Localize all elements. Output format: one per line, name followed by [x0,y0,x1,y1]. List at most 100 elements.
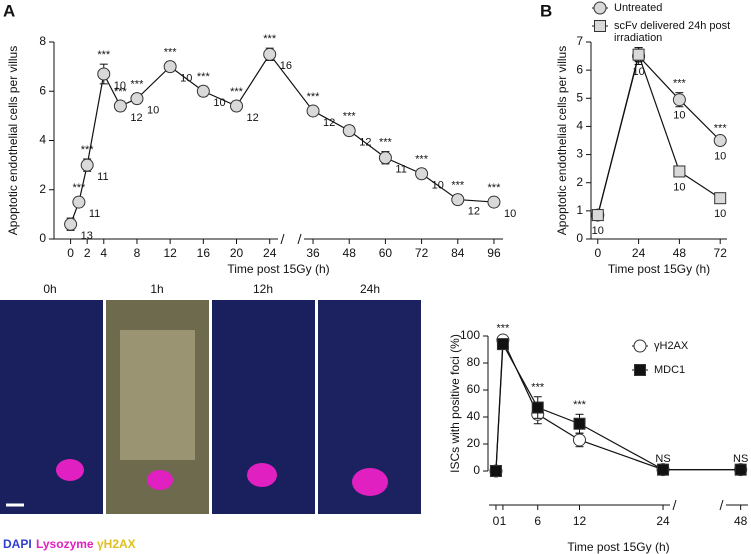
x-tick-label: 0 [493,514,500,528]
n-label: 12 [323,117,335,129]
significance-label: *** [415,154,429,166]
x-tick-label: 48 [343,246,357,260]
x-tick-label: 24 [263,246,277,260]
n-label: 16 [280,60,292,72]
marker [130,92,144,106]
legend-entry: scFv delivered 24h post irradiation [614,20,731,44]
significance-label: *** [81,144,95,156]
marker [593,1,607,15]
x-tick-label: 1 [500,514,507,528]
marker [714,192,727,205]
marker [713,134,727,147]
x-tick-label: 24 [656,514,670,528]
x-tick-label: 84 [451,246,465,260]
significance-label: *** [573,399,587,411]
panel-label: B [540,1,552,20]
y-tick-label: 6 [576,62,583,76]
significance-label: *** [714,123,728,135]
n-label: 11 [89,208,100,220]
n-label: 10 [147,105,159,117]
marker [632,48,645,61]
axis-break [280,233,285,245]
n-label: 10 [213,97,225,109]
n-label: 12 [247,112,259,124]
significance-label: *** [379,136,393,148]
legend-entry: Untreated [614,2,663,14]
significance-label: NS [733,453,748,465]
x-tick-label: 60 [379,246,393,260]
marker [672,93,686,107]
x-tick-label: 96 [487,246,501,260]
marker [573,433,586,447]
significance-label: *** [531,382,545,394]
y-tick-label: 6 [39,83,46,97]
x-tick-label: 24 [632,246,646,260]
marker [163,60,177,74]
marker [634,364,646,376]
marker [591,209,604,222]
x-tick-label: 48 [734,514,748,528]
axis-break [719,499,724,511]
marker [80,158,94,172]
significance-label: *** [263,33,277,45]
axis-break [672,499,677,511]
significance-label: *** [488,182,502,194]
x-tick-label: 4 [100,246,107,260]
y-tick-label: 2 [39,182,46,196]
n-label: 12 [468,206,480,218]
series-line [597,52,721,216]
x-tick-label: 72 [415,246,429,260]
n-label: 11 [395,164,406,176]
marker [230,99,244,113]
marker [673,165,686,178]
marker [306,104,320,118]
x-tick-label: 0 [67,246,74,260]
significance-label: *** [343,111,357,123]
x-tick-label: 6 [534,514,541,528]
marker [97,67,111,81]
legend-entry: MDC1 [654,364,686,376]
significance-label: *** [197,71,211,83]
micrograph [0,300,103,514]
y-tick-label: 40 [467,409,481,423]
marker [342,124,356,138]
marker [415,167,429,181]
axis-break [297,233,302,245]
lysozyme-stain [56,459,84,481]
n-label: 10 [673,181,685,193]
marker [263,47,277,61]
x-tick-label: 8 [134,246,141,260]
y-tick-label: 8 [39,34,46,48]
y-tick-label: 1 [576,203,583,217]
lysozyme-stain [147,470,173,490]
n-label: 10 [714,150,726,162]
image-label: 0h [43,282,56,296]
y-tick-label: 0 [576,231,583,245]
significance-label: *** [307,91,321,103]
significance-label: NS [655,453,670,465]
stain-legend: γH2AX [97,537,136,551]
micrographs [0,300,421,514]
series-line [495,341,741,472]
y-tick-label: 60 [467,382,481,396]
n-label: 10 [592,225,604,237]
legend-entry: γH2AX [654,340,689,352]
y-axis-label: ISCs with positive foci (%) [448,334,462,473]
series-line [597,54,721,216]
n-label: 10 [432,180,444,192]
marker [657,463,670,476]
significance-label: *** [131,79,145,91]
y-tick-label: 3 [576,147,583,161]
n-label: 10 [714,208,726,220]
image-label: 24h [360,282,380,296]
significance-label: *** [230,86,244,98]
significance-label: *** [97,49,111,61]
marker [489,465,502,477]
y-tick-label: 4 [576,119,583,133]
n-label: 10 [114,80,126,92]
marker [633,339,647,353]
marker [196,84,210,98]
x-tick-label: 36 [306,246,320,260]
n-label: 10 [180,73,192,85]
